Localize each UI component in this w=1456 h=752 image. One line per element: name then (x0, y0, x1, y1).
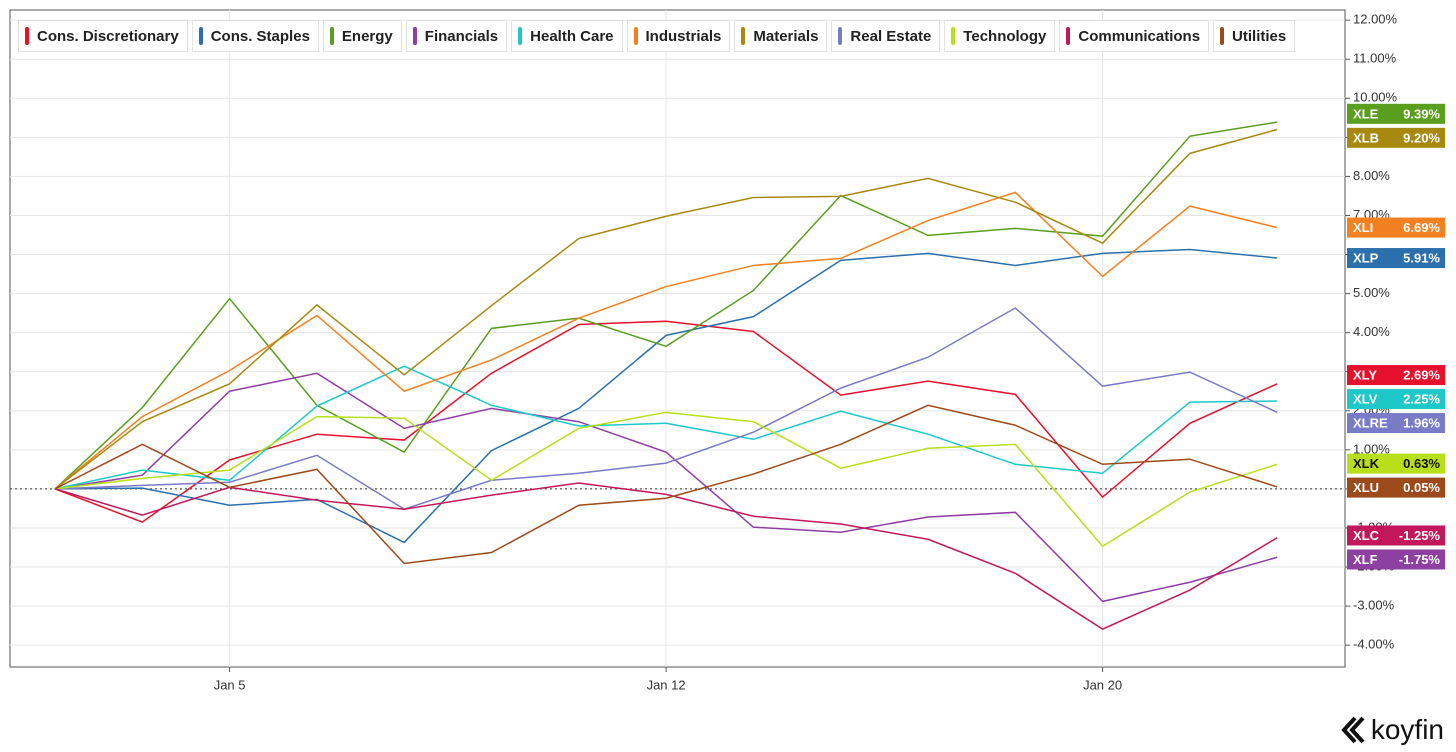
y-tick-label: 5.00% (1353, 285, 1390, 300)
series-line (54, 411, 1278, 548)
series-line (54, 128, 1278, 490)
end-tag-ticker: XLU (1353, 480, 1379, 495)
legend-swatch (329, 27, 334, 45)
legend-swatch (198, 27, 203, 45)
end-tag-value: 2.25% (1403, 391, 1440, 406)
end-tag (1347, 477, 1445, 498)
end-tag-ticker: XLI (1353, 220, 1373, 235)
y-tick-label: 12.00% (1353, 12, 1398, 27)
legend-swatch (25, 27, 29, 45)
series-line (54, 404, 1278, 565)
end-tag (1347, 127, 1445, 148)
end-tag-value: 0.05% (1403, 480, 1440, 495)
y-tick-label: -4.00% (1353, 637, 1395, 652)
end-tag-ticker: XLRE (1353, 415, 1388, 430)
end-tag-ticker: XLB (1353, 130, 1379, 145)
x-tick-label: Jan 12 (647, 677, 686, 692)
legend-item[interactable]: Utilities (1213, 20, 1296, 52)
legend-label: Cons. Discretionary (37, 27, 179, 45)
series-line (54, 365, 1278, 490)
end-tag-value: 9.20% (1403, 130, 1440, 145)
legend-label: Financials (424, 27, 499, 45)
legend-label: Real Estate (850, 27, 932, 45)
legend-item[interactable]: Energy (322, 20, 402, 52)
end-tag-ticker: XLY (1353, 367, 1377, 382)
legend-item[interactable]: Financials (405, 20, 508, 52)
end-tag-value: 9.39% (1403, 106, 1440, 121)
legend-label: Utilities (1232, 27, 1287, 45)
y-tick-label: 11.00% (1353, 51, 1397, 66)
end-tag (1347, 389, 1445, 410)
end-tag (1347, 549, 1445, 570)
legend-item[interactable]: Communications (1059, 20, 1210, 52)
legend-item[interactable]: Industrials (626, 20, 731, 52)
end-tag-ticker: XLP (1353, 250, 1379, 265)
end-tag-value: 0.63% (1403, 456, 1440, 471)
brand: koyfin (1341, 714, 1444, 746)
y-tick-label: 1.00% (1353, 441, 1390, 456)
end-tag-ticker: XLK (1353, 456, 1380, 471)
y-tick-label: 4.00% (1353, 324, 1390, 339)
series-line (54, 248, 1278, 544)
y-tick-label: 10.00% (1353, 90, 1398, 105)
series-line (54, 482, 1278, 630)
legend-swatch (412, 27, 417, 45)
legend-label: Health Care (530, 27, 614, 45)
legend-item[interactable]: Materials (734, 20, 828, 52)
series-line (54, 372, 1278, 603)
legend-label: Cons. Staples (210, 27, 310, 45)
series-line (54, 191, 1278, 490)
brand-text: koyfin (1370, 714, 1444, 745)
legend-swatch (838, 27, 843, 45)
legend-label: Energy (341, 27, 393, 45)
legend-item[interactable]: Cons. Discretionary (18, 20, 188, 52)
legend-swatch (518, 27, 523, 45)
x-tick-label: Jan 5 (214, 677, 246, 692)
y-tick-label: 8.00% (1353, 168, 1390, 183)
end-tag-value: 5.91% (1403, 250, 1440, 265)
end-tag (1347, 217, 1445, 238)
end-tag (1347, 453, 1445, 474)
legend-label: Technology (963, 27, 1047, 45)
end-tag (1347, 365, 1445, 386)
legend-swatch (1220, 27, 1225, 45)
end-tag-ticker: XLC (1353, 528, 1380, 543)
legend: Cons. Discretionary Cons. Staples Energy Fi… (18, 20, 1296, 52)
series-line (54, 307, 1278, 511)
legend-item[interactable]: Health Care (511, 20, 623, 52)
brand-icon (1341, 716, 1365, 744)
legend-swatch (741, 27, 746, 45)
legend-label: Industrials (645, 27, 722, 45)
series-line (54, 320, 1278, 523)
x-tick-label: Jan 20 (1083, 677, 1122, 692)
legend-label: Materials (753, 27, 819, 45)
end-tag-ticker: XLE (1353, 106, 1379, 121)
legend-swatch (951, 27, 956, 45)
end-tag-value: 1.96% (1403, 415, 1440, 430)
legend-swatch (1066, 27, 1071, 45)
end-tag-value: 2.69% (1403, 367, 1440, 382)
end-tag (1347, 413, 1445, 434)
y-tick-label: -3.00% (1353, 598, 1395, 613)
end-tag-ticker: XLF (1353, 552, 1378, 567)
end-tag (1347, 103, 1445, 124)
legend-item[interactable]: Technology (944, 20, 1056, 52)
end-tag-value: -1.75% (1399, 552, 1441, 567)
end-tag-value: 6.69% (1403, 220, 1440, 235)
series-line (54, 121, 1278, 490)
end-tag-ticker: XLV (1353, 391, 1378, 406)
legend-swatch (633, 27, 638, 45)
legend-label: Communications (1078, 27, 1201, 45)
end-tag (1347, 525, 1445, 546)
end-tag-value: -1.25% (1399, 528, 1441, 543)
end-tag (1347, 248, 1445, 269)
legend-item[interactable]: Real Estate (831, 20, 941, 52)
legend-item[interactable]: Cons. Staples (191, 20, 319, 52)
